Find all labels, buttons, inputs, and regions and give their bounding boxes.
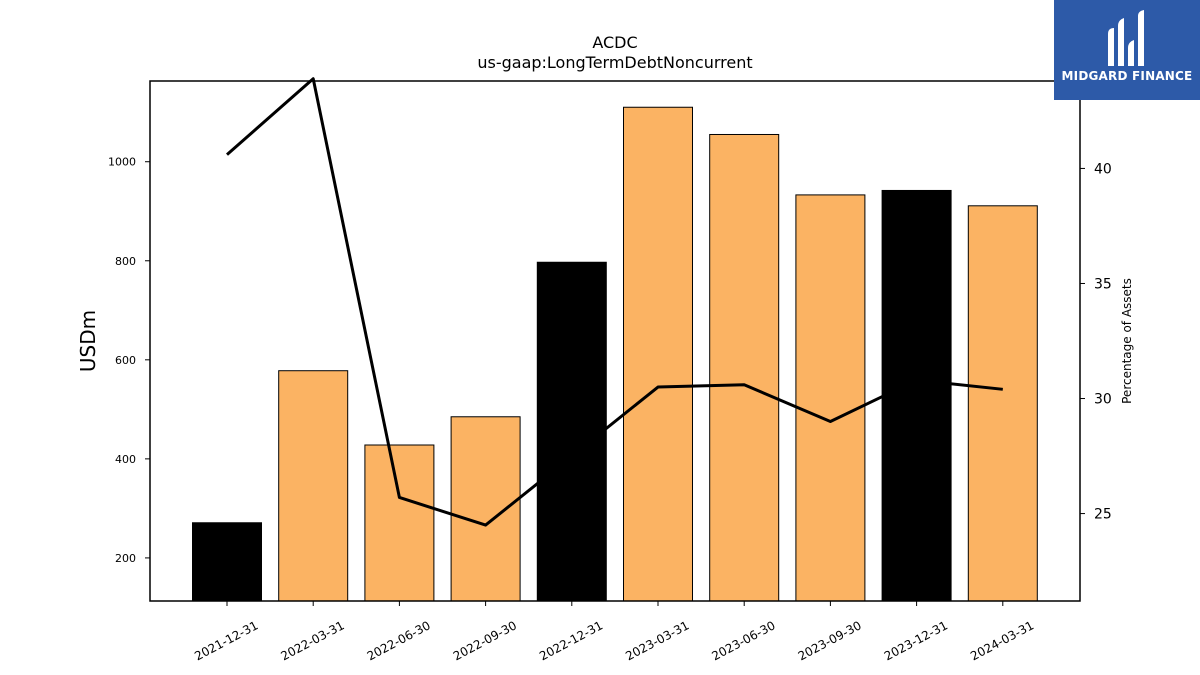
midgard-finance-logo: MIDGARD FINANCE xyxy=(1054,0,1200,100)
y2-tick-label: 35 xyxy=(1094,276,1112,292)
plot-frame xyxy=(149,80,1081,602)
bar-2023-09-30 xyxy=(795,194,866,602)
percentage-line xyxy=(226,77,1003,527)
y-tick-label: 400 xyxy=(115,453,136,466)
bar-2022-12-31 xyxy=(536,261,607,602)
logo-text: MIDGARD FINANCE xyxy=(1061,69,1193,83)
chart-title: ACDC xyxy=(592,33,637,52)
bar-2024-03-31 xyxy=(967,205,1038,602)
y2-axis-label: Percentage of Assets xyxy=(1120,278,1134,404)
x-tick-label: 2022-12-31 xyxy=(537,618,605,663)
y2-tick-label: 40 xyxy=(1094,161,1112,177)
bar-2022-03-31 xyxy=(278,370,349,602)
y-tick-label: 600 xyxy=(115,354,136,367)
y2-tick-label: 25 xyxy=(1094,507,1112,523)
logo-mark-icon xyxy=(1108,10,1144,66)
line-group xyxy=(226,77,1003,527)
x-tick-label: 2023-09-30 xyxy=(796,618,864,663)
bar-2023-12-31 xyxy=(881,189,952,602)
x-tick-label: 2021-12-31 xyxy=(192,618,260,663)
y-tick-label: 1000 xyxy=(108,156,136,169)
y2-tick-label: 30 xyxy=(1094,392,1112,408)
x-tick-label: 2024-03-31 xyxy=(968,618,1036,663)
bar-2022-06-30 xyxy=(364,444,435,602)
x-tick-label: 2023-06-30 xyxy=(709,618,777,663)
chart-subtitle: us-gaap:LongTermDebtNoncurrent xyxy=(477,53,752,72)
bars-group xyxy=(192,106,1038,602)
x-axis: 2021-12-31 2022-03-31 2022-06-30 2022-09-30… xyxy=(192,601,1036,663)
x-tick-label: 2023-03-31 xyxy=(623,618,691,663)
bar-2022-09-30 xyxy=(450,416,521,602)
x-tick-label: 2022-06-30 xyxy=(365,618,433,663)
bar-2023-03-31 xyxy=(623,106,693,602)
bar-2021-12-31 xyxy=(192,522,262,602)
y-tick-label: 800 xyxy=(115,255,136,268)
x-tick-label: 2023-12-31 xyxy=(882,618,950,663)
y-tick-label: 200 xyxy=(115,552,136,565)
bar-2023-06-30 xyxy=(709,133,780,602)
y-axis-right: 25 30 35 40 xyxy=(1080,161,1112,523)
y-axis-label: USDm xyxy=(76,310,100,372)
y-axis-left: 200 400 600 800 1000 xyxy=(108,156,150,565)
x-tick-label: 2022-09-30 xyxy=(451,618,519,663)
x-tick-label: 2022-03-31 xyxy=(278,618,346,663)
